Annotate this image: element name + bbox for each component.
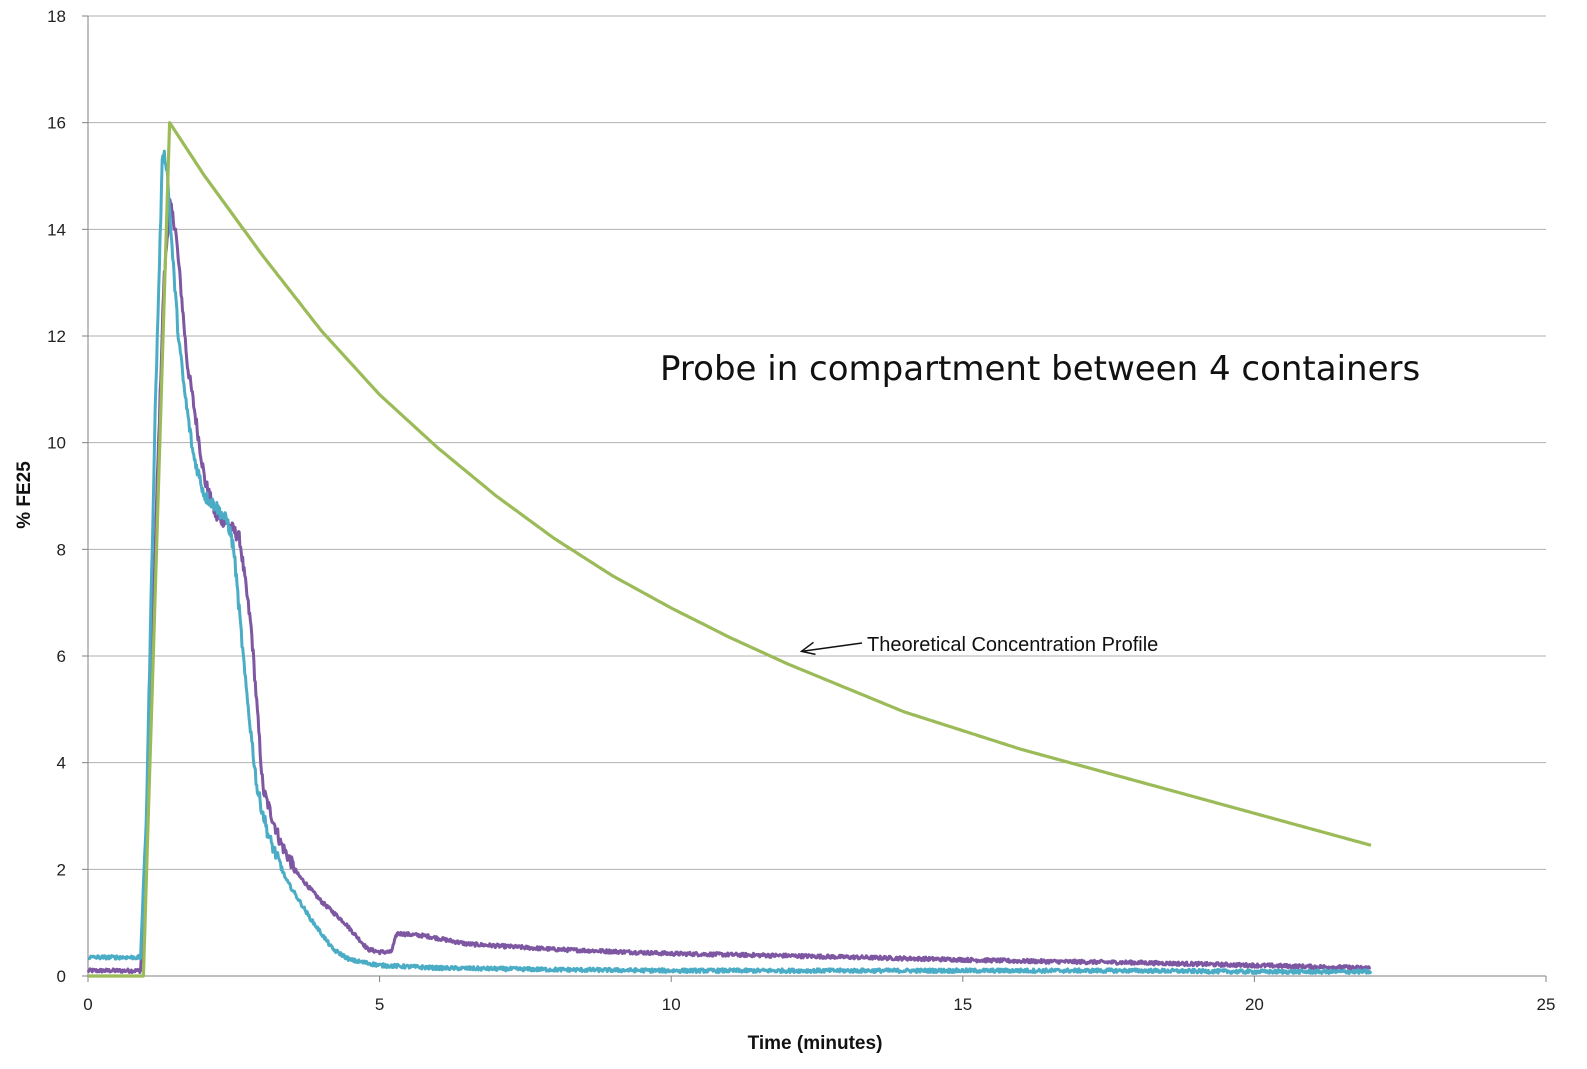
- x-tick-label: 25: [1537, 995, 1556, 1014]
- y-tick-label: 4: [57, 754, 66, 773]
- series-line-theoretical: [88, 121, 1372, 978]
- grid-lines: [88, 15, 1546, 870]
- chart-title: Probe in compartment between 4 container…: [660, 349, 1420, 389]
- series-line-teal: [87, 149, 1373, 975]
- x-tick-label: 10: [662, 995, 681, 1014]
- annotation: Theoretical Concentration Profile: [799, 634, 1158, 656]
- y-tick-labels: 0 2 4 6 8 10 12 14 16 18: [47, 7, 88, 986]
- x-axis-title: Time (minutes): [748, 1033, 883, 1054]
- annotation-arrow-head: [799, 641, 816, 656]
- y-tick-label: 12: [47, 327, 66, 346]
- y-tick-label: 2: [57, 860, 66, 879]
- annotation-text: Theoretical Concentration Profile: [867, 634, 1158, 656]
- series-lines: [86, 121, 1373, 978]
- x-tick-label: 20: [1245, 995, 1264, 1014]
- y-tick-label: 16: [47, 114, 66, 133]
- y-tick-label: 10: [47, 434, 66, 453]
- x-tick-label: 15: [953, 995, 972, 1014]
- annotation-arrow-line: [801, 642, 863, 653]
- x-tick-label: 5: [375, 995, 384, 1014]
- y-tick-label: 0: [57, 967, 66, 986]
- y-axis-title: % FE25: [14, 461, 35, 529]
- x-tick-label: 0: [83, 995, 92, 1014]
- axes: [87, 16, 1546, 977]
- y-tick-label: 14: [47, 220, 66, 239]
- y-tick-label: 6: [57, 647, 66, 666]
- y-tick-label: 8: [57, 540, 66, 559]
- series-line-purple: [86, 198, 1372, 974]
- x-tick-labels: 0 5 10 15 20 25: [83, 976, 1555, 1014]
- y-tick-label: 18: [47, 7, 66, 26]
